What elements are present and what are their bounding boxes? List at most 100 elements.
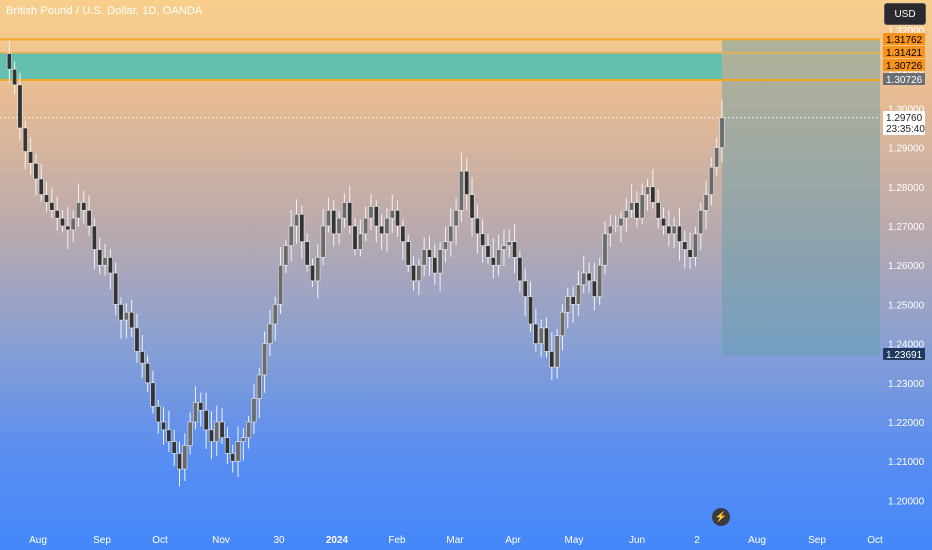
x-tick-label: Aug (29, 535, 47, 546)
candle-body (411, 264, 417, 282)
candle-body (246, 421, 252, 438)
candle-body (294, 213, 300, 227)
projection-box[interactable] (722, 39, 880, 356)
candle-body (453, 210, 459, 227)
candle-body (12, 68, 18, 86)
x-tick-label: Jun (629, 535, 645, 546)
candle-body (650, 186, 656, 203)
candle-body (262, 343, 268, 376)
price-tag-label: 1.23691 (886, 350, 923, 361)
candle-body (155, 406, 161, 423)
candle-body (177, 453, 183, 470)
candle-body (134, 327, 140, 352)
candle-body (107, 257, 113, 274)
candle-body (347, 202, 353, 227)
candle-body (145, 362, 151, 384)
price-tag-label: 1.29760 (886, 113, 923, 124)
candle-body (320, 225, 326, 258)
candle-body (719, 117, 725, 148)
candle-body (304, 241, 310, 266)
candle-body (708, 166, 714, 195)
candle-body (405, 241, 411, 266)
candle-body (256, 374, 262, 399)
candle-body (139, 351, 145, 364)
supply-zone[interactable] (0, 52, 722, 80)
x-tick-label: Aug (748, 535, 766, 546)
candle-body (469, 194, 475, 219)
price-axis[interactable]: 1.20000 1.21000 1.22000 1.23000 1.24000 1.250… (888, 26, 925, 507)
candle-body (416, 264, 422, 282)
time-axis[interactable]: Aug Sep Oct Nov 30 2024 Feb Mar Apr May Jun 2 Aug Sep… (29, 535, 883, 546)
candle-body (522, 280, 528, 297)
candle-body (660, 217, 666, 227)
x-tick-label: 2024 (326, 535, 349, 546)
candle-body (44, 194, 50, 203)
currency-button[interactable]: USD (884, 3, 926, 25)
candle-body (60, 217, 66, 227)
candle-body (70, 217, 76, 231)
candle-body (645, 186, 651, 195)
candle-body (240, 437, 246, 442)
candle-body (203, 409, 209, 431)
candle-body (91, 225, 97, 250)
candle-body (102, 257, 108, 266)
candle-body (490, 257, 496, 266)
candle-body (591, 280, 597, 297)
candle-body (363, 217, 369, 235)
candle-body (512, 241, 518, 258)
price-tag-bg (883, 73, 925, 85)
candle-body (623, 210, 629, 219)
candle-body (448, 225, 454, 242)
y-tick-label: 1.30000 (888, 104, 925, 115)
candle-body (687, 249, 693, 258)
price-tag-label: 1.31762 (886, 35, 923, 46)
x-tick-label: Feb (388, 535, 406, 546)
candle-body (235, 441, 241, 462)
candle-body (54, 210, 60, 219)
candle-body (166, 429, 172, 442)
candle-body (533, 323, 539, 344)
candle-body (586, 272, 592, 282)
y-tick-label: 1.27000 (888, 222, 925, 233)
candle-body (639, 194, 645, 219)
candle-body (485, 245, 491, 258)
candle-body (602, 233, 608, 266)
candle-body (6, 53, 12, 70)
x-tick-label: 2 (694, 535, 700, 546)
candle-body (442, 241, 448, 250)
candle-body (384, 217, 390, 235)
candle-body (150, 382, 156, 407)
candle-body (214, 421, 220, 442)
candle-body (336, 217, 342, 235)
candle-body (458, 170, 464, 211)
y-tick-label: 1.20000 (888, 496, 925, 507)
countdown-label: 23:35:40 (886, 124, 925, 135)
candle-body (629, 202, 635, 211)
candle-body (421, 249, 427, 266)
y-tick-label: 1.21000 (888, 457, 925, 468)
candle-body (230, 453, 236, 462)
candle-body (698, 210, 704, 235)
candle-body (187, 421, 193, 446)
candle-body (352, 225, 358, 250)
price-tag-bg (883, 348, 925, 360)
x-tick-label: Oct (867, 535, 883, 546)
candle-body (570, 296, 576, 305)
lightning-icon[interactable]: ⚡ (712, 508, 730, 526)
candle-body (496, 249, 502, 266)
x-tick-label: Nov (212, 535, 230, 546)
candle-body (325, 210, 331, 227)
price-tag-label: 1.30726 (886, 61, 923, 72)
candle-body (400, 225, 406, 242)
candle-body (634, 202, 640, 219)
chart-title: British Pound / U.S. Dollar, 1D, OANDA (6, 5, 203, 17)
x-tick-label: Mar (446, 535, 464, 546)
price-tag-bg (883, 33, 925, 45)
candle-body (549, 351, 555, 368)
y-tick-label: 1.25000 (888, 300, 925, 311)
candle-body (528, 296, 534, 325)
candle-body (49, 202, 55, 211)
candle-body (474, 217, 480, 235)
y-tick-label: 1.32000 (888, 26, 925, 37)
